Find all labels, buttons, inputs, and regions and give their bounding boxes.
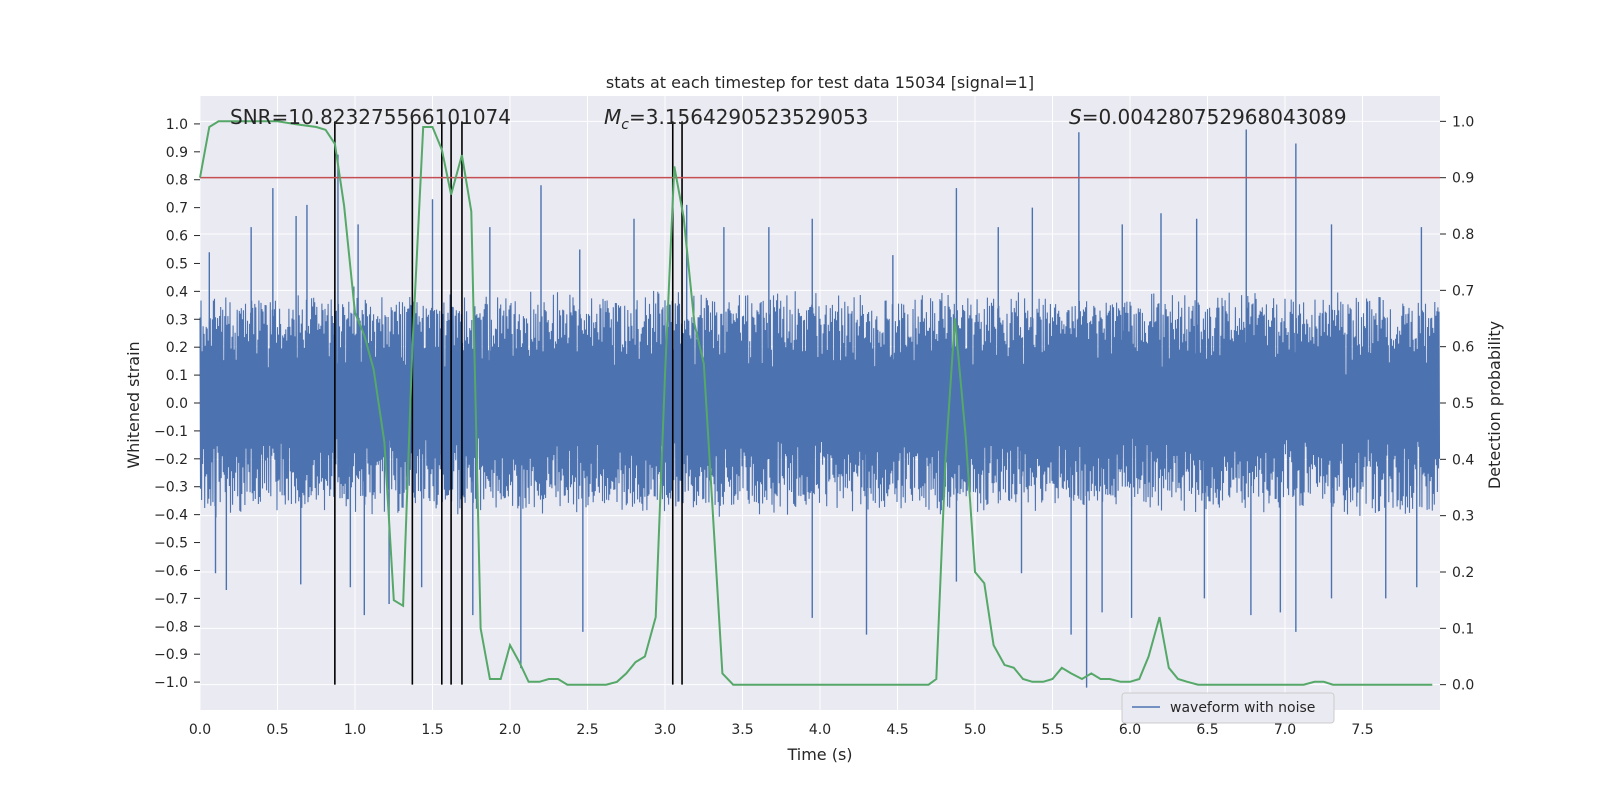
x-tick-label: 0.0 [189, 722, 211, 738]
y2-axis-label: Detection probability [1485, 321, 1504, 489]
x-tick-label: 2.0 [499, 722, 521, 738]
y-tick-label: 0.8 [166, 173, 188, 189]
x-axis-ticks: 0.0 0.5 1.0 1.5 2.0 2.5 3.0 3.5 4.0 4.5 5.0 5.5 6.0 6… [189, 722, 1374, 738]
y2-tick-label: 0.4 [1452, 452, 1474, 468]
y-tick-label: 0.9 [166, 145, 188, 161]
y-tick-label: −0.9 [154, 647, 188, 663]
y2-tick-label: 0.2 [1452, 565, 1474, 581]
y2-tick-label: 0.5 [1452, 396, 1474, 412]
y-tick-label: −1.0 [154, 675, 188, 691]
x-tick-label: 7.0 [1274, 722, 1296, 738]
waveform-line [199, 286, 1441, 518]
chirp-mass-value: =3.1564290523529053 [629, 105, 868, 129]
y-tick-label: −0.8 [154, 619, 188, 635]
x-tick-label: 2.5 [576, 722, 598, 738]
legend: waveform with noise [1121, 692, 1335, 724]
y-tick-label: 0.6 [166, 229, 188, 245]
y-tick-label: −0.7 [154, 591, 188, 607]
s-value: =0.004280752968043089 [1082, 105, 1347, 129]
y-tick-label: 0.2 [166, 340, 188, 356]
x-tick-label: 7.5 [1351, 722, 1373, 738]
y2-tick-label: 0.8 [1452, 227, 1474, 243]
y-tick-label: −0.6 [154, 563, 188, 579]
x-tick-label: 5.0 [964, 722, 986, 738]
y-tick-label: −0.4 [154, 508, 188, 524]
chirp-mass-annotation: Mc=3.1564290523529053 [604, 105, 868, 133]
y-tick-label: 0.0 [166, 396, 188, 412]
y-tick-label: −0.3 [154, 480, 188, 496]
x-tick-label: 0.5 [266, 722, 288, 738]
x-tick-label: 6.0 [1119, 722, 1141, 738]
y2-axis-ticks: 1.0 0.9 0.8 0.7 0.6 0.5 0.4 0.3 0.2 0.1 0.0 [1440, 114, 1474, 694]
x-axis-label: Time (s) [786, 745, 852, 764]
chirp-mass-subscript: c [621, 117, 629, 133]
x-tick-label: 3.0 [654, 722, 676, 738]
y2-tick-label: 1.0 [1452, 114, 1474, 130]
x-tick-label: 4.5 [886, 722, 908, 738]
snr-annotation: SNR=10.823275566101074 [230, 105, 511, 129]
y-tick-label: 1.0 [166, 117, 188, 133]
y-tick-label: −0.5 [154, 536, 188, 552]
y2-tick-label: 0.3 [1452, 509, 1474, 525]
x-tick-label: 4.0 [809, 722, 831, 738]
detection-probability-line [199, 120, 1433, 686]
x-tick-label: 5.5 [1041, 722, 1063, 738]
y-axis-label: Whitened strain [124, 341, 143, 468]
legend-label: waveform with noise [1170, 700, 1315, 716]
y-tick-label: 0.4 [166, 284, 188, 300]
y2-tick-label: 0.6 [1452, 340, 1474, 356]
y2-tick-label: 0.7 [1452, 283, 1474, 299]
s-annotation: S=0.004280752968043089 [1069, 105, 1347, 129]
y-tick-label: −0.2 [154, 452, 188, 468]
y-tick-label: 0.1 [166, 368, 188, 384]
y-tick-label: 0.7 [166, 201, 188, 217]
chirp-mass-symbol: M [604, 105, 621, 129]
x-tick-label: 6.5 [1196, 722, 1218, 738]
y2-tick-label: 0.9 [1452, 171, 1474, 187]
y-axis-ticks: 1.0 0.9 0.8 0.7 0.6 0.5 0.4 0.3 0.2 0.1 0.0 −0.1 −0.… [154, 117, 200, 691]
x-tick-label: 1.0 [344, 722, 366, 738]
chart-title: stats at each timestep for test data 150… [606, 73, 1034, 92]
x-tick-label: 1.5 [421, 722, 443, 738]
x-tick-label: 3.5 [731, 722, 753, 738]
y-tick-label: 0.5 [166, 256, 188, 272]
y-tick-label: −0.1 [154, 424, 188, 440]
waveform-series [199, 129, 1441, 688]
vertical-markers [334, 121, 683, 685]
legend-box [1121, 692, 1335, 724]
y2-tick-label: 0.0 [1452, 678, 1474, 694]
s-symbol: S [1069, 105, 1082, 129]
detection-probability-series [199, 120, 1433, 686]
y-tick-label: 0.3 [166, 312, 188, 328]
y2-tick-label: 0.1 [1452, 621, 1474, 637]
